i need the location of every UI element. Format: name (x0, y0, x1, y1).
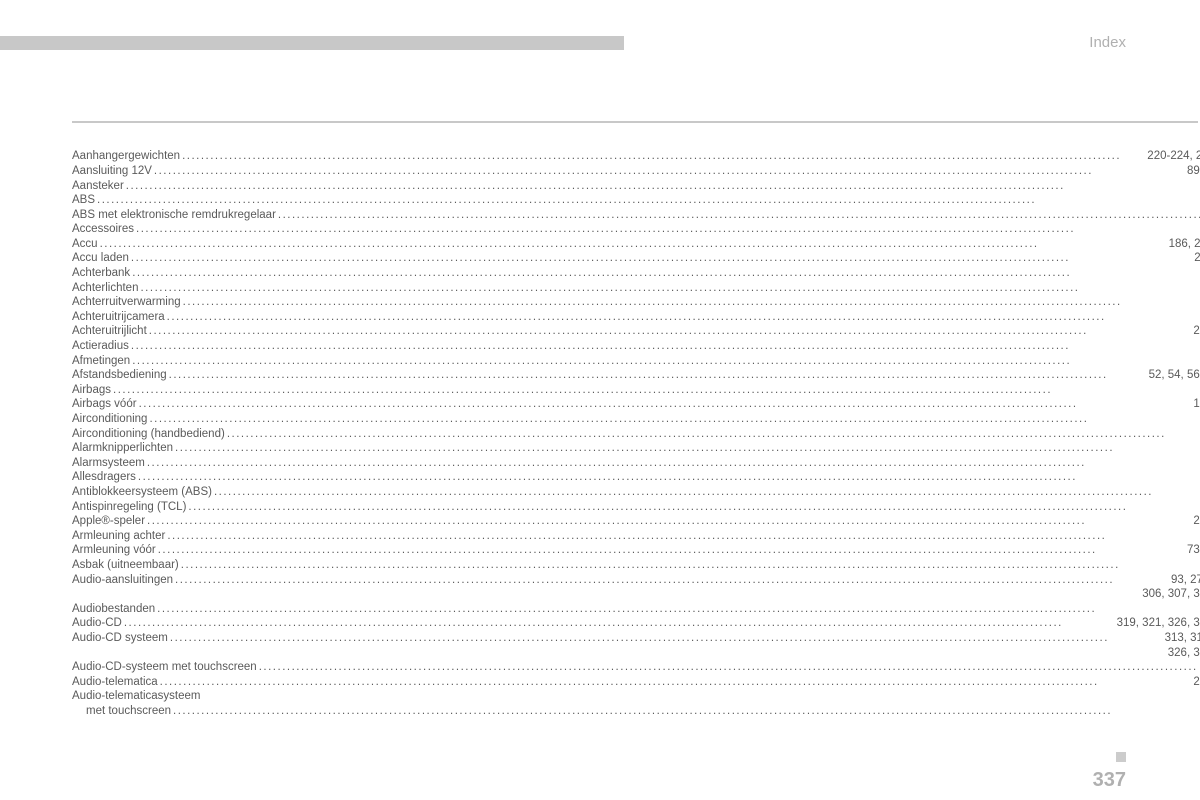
column-1: AAanhangergewichten.....................… (72, 88, 1200, 718)
page-marker (1116, 752, 1126, 762)
index-columns: AAanhangergewichten.....................… (72, 88, 1126, 718)
page-number: 337 (1093, 769, 1126, 792)
page-header: Index (1089, 34, 1126, 51)
